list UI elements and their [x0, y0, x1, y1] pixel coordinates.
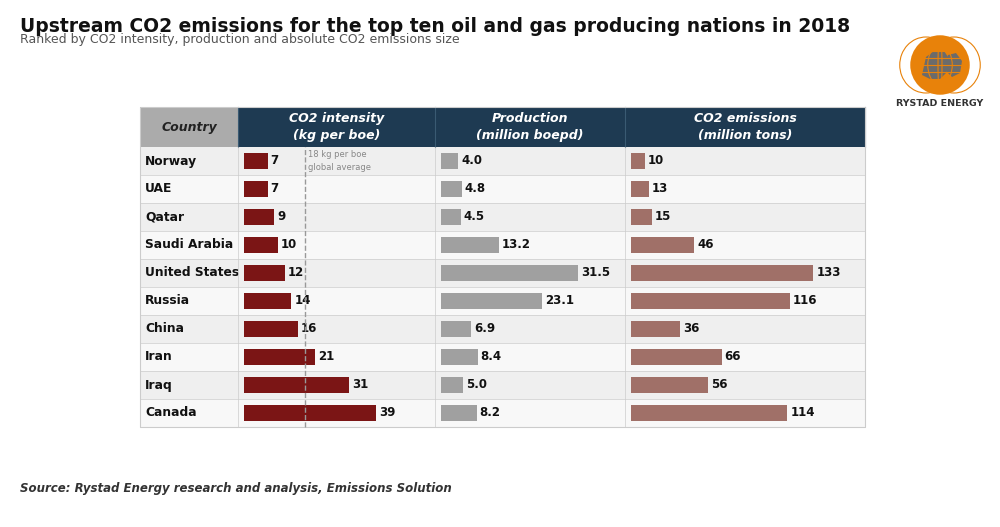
- Text: 10: 10: [281, 239, 297, 251]
- Text: Iran: Iran: [145, 350, 173, 364]
- Bar: [244, 349, 315, 365]
- Bar: [441, 321, 471, 337]
- Text: Saudi Arabia: Saudi Arabia: [145, 239, 233, 251]
- Text: 46: 46: [697, 239, 714, 251]
- Text: UAE: UAE: [145, 182, 172, 196]
- Text: Qatar: Qatar: [145, 210, 184, 223]
- Bar: [631, 209, 652, 225]
- Bar: [441, 349, 478, 365]
- Text: Source: Rystad Energy research and analysis, Emissions Solution: Source: Rystad Energy research and analy…: [20, 482, 452, 495]
- Text: 39: 39: [379, 406, 395, 419]
- Bar: [625, 107, 865, 147]
- Bar: [140, 371, 865, 399]
- Text: 31: 31: [352, 378, 368, 392]
- Text: 15: 15: [655, 210, 671, 223]
- Bar: [140, 231, 865, 259]
- Text: 7: 7: [271, 154, 279, 168]
- Text: 56: 56: [711, 378, 727, 392]
- Bar: [631, 181, 649, 197]
- Bar: [140, 107, 238, 147]
- Bar: [435, 107, 625, 147]
- Text: 14: 14: [294, 295, 311, 307]
- Text: CO2 intensity
(kg per boe): CO2 intensity (kg per boe): [289, 112, 384, 142]
- Bar: [244, 265, 285, 281]
- Text: Iraq: Iraq: [145, 378, 173, 392]
- Bar: [140, 203, 865, 231]
- Bar: [244, 321, 298, 337]
- Bar: [140, 315, 865, 343]
- Bar: [631, 293, 790, 309]
- Text: 5.0: 5.0: [466, 378, 487, 392]
- Bar: [631, 321, 680, 337]
- Bar: [244, 405, 376, 421]
- Polygon shape: [944, 53, 962, 77]
- Bar: [631, 153, 645, 169]
- Text: 8.4: 8.4: [481, 350, 502, 364]
- Text: 18 kg per boe: 18 kg per boe: [308, 150, 366, 159]
- Text: 4.5: 4.5: [464, 210, 485, 223]
- Bar: [244, 237, 278, 253]
- Bar: [140, 287, 865, 315]
- Text: 10: 10: [648, 154, 664, 168]
- Text: 13: 13: [652, 182, 668, 196]
- Text: 36: 36: [683, 323, 700, 336]
- Text: 21: 21: [318, 350, 334, 364]
- Text: 16: 16: [301, 323, 317, 336]
- Text: Ranked by CO2 intensity, production and absolute CO2 emissions size: Ranked by CO2 intensity, production and …: [20, 33, 460, 46]
- Bar: [244, 377, 349, 393]
- Text: 8.2: 8.2: [480, 406, 501, 419]
- Text: 12: 12: [288, 267, 304, 279]
- Text: Production
(million boepd): Production (million boepd): [476, 112, 584, 142]
- Polygon shape: [922, 51, 950, 79]
- Bar: [140, 147, 865, 175]
- Text: 23.1: 23.1: [545, 295, 574, 307]
- Bar: [140, 107, 865, 427]
- Bar: [441, 293, 542, 309]
- Text: global average: global average: [308, 163, 371, 172]
- Bar: [441, 237, 499, 253]
- Text: 114: 114: [790, 406, 815, 419]
- Text: 133: 133: [816, 267, 841, 279]
- Bar: [631, 349, 722, 365]
- Bar: [441, 405, 477, 421]
- Text: Upstream CO2 emissions for the top ten oil and gas producing nations in 2018: Upstream CO2 emissions for the top ten o…: [20, 17, 850, 36]
- Bar: [631, 237, 694, 253]
- Bar: [441, 377, 463, 393]
- Bar: [140, 343, 865, 371]
- Bar: [441, 209, 461, 225]
- Bar: [244, 153, 268, 169]
- Text: Norway: Norway: [145, 154, 197, 168]
- Bar: [244, 293, 291, 309]
- Bar: [140, 399, 865, 427]
- Bar: [631, 377, 708, 393]
- Text: 66: 66: [725, 350, 741, 364]
- Text: Russia: Russia: [145, 295, 190, 307]
- Text: 116: 116: [793, 295, 818, 307]
- Text: United States: United States: [145, 267, 239, 279]
- Text: 9: 9: [277, 210, 286, 223]
- Bar: [140, 259, 865, 287]
- Text: CO2 emissions
(million tons): CO2 emissions (million tons): [694, 112, 796, 142]
- Text: Country: Country: [161, 121, 217, 133]
- Bar: [441, 181, 462, 197]
- Text: Canada: Canada: [145, 406, 197, 419]
- Bar: [631, 405, 787, 421]
- Bar: [244, 209, 274, 225]
- Text: RYSTAD ENERGY: RYSTAD ENERGY: [896, 99, 984, 108]
- Text: 31.5: 31.5: [581, 267, 610, 279]
- Bar: [631, 265, 813, 281]
- Text: 4.0: 4.0: [461, 154, 482, 168]
- Text: 13.2: 13.2: [502, 239, 531, 251]
- Text: China: China: [145, 323, 184, 336]
- Circle shape: [912, 37, 968, 93]
- Bar: [238, 107, 435, 147]
- Bar: [441, 265, 578, 281]
- Text: 4.8: 4.8: [465, 182, 486, 196]
- Text: 7: 7: [271, 182, 279, 196]
- Bar: [140, 175, 865, 203]
- Bar: [244, 181, 268, 197]
- Text: 6.9: 6.9: [474, 323, 495, 336]
- Bar: [441, 153, 458, 169]
